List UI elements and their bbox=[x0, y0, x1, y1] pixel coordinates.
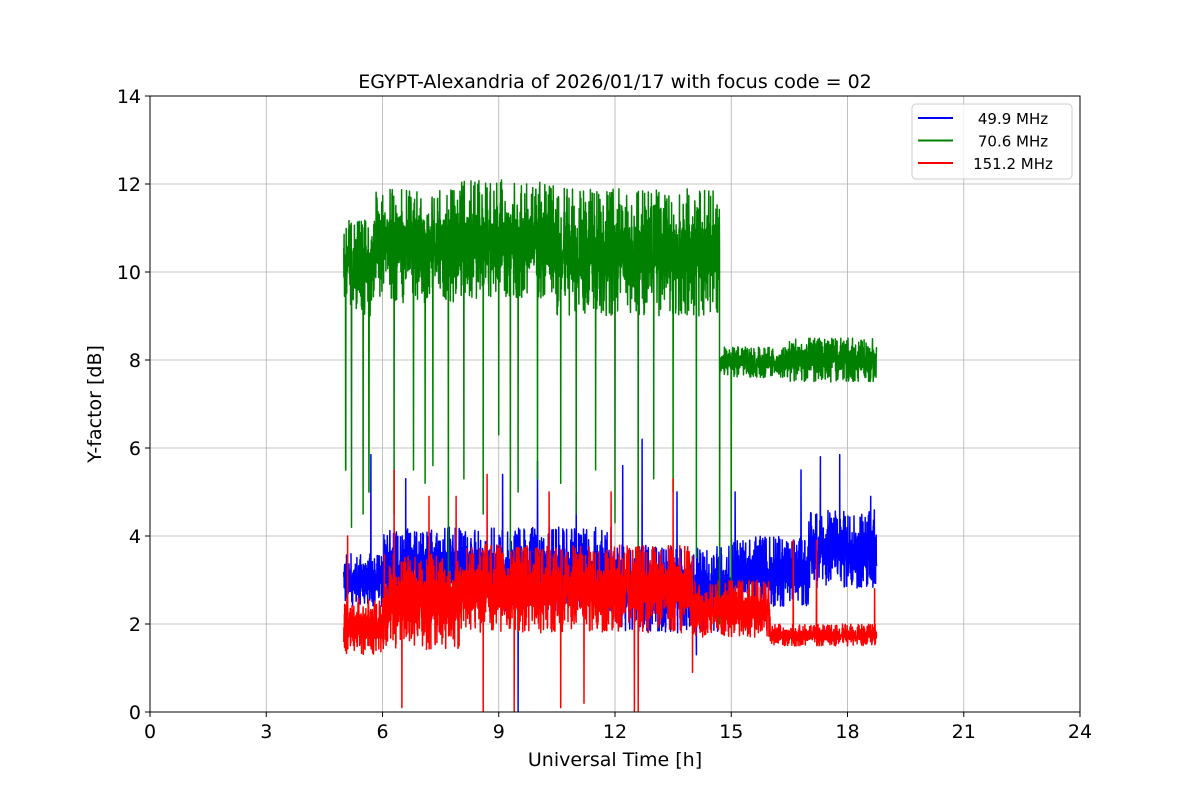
x-tick-label: 15 bbox=[719, 721, 743, 743]
y-tick-label: 14 bbox=[117, 86, 141, 108]
y-tick-label: 12 bbox=[117, 174, 141, 196]
series-line-1 bbox=[343, 179, 878, 691]
x-tick-label: 24 bbox=[1068, 721, 1092, 743]
x-tick-label: 3 bbox=[260, 721, 272, 743]
y-tick-label: 4 bbox=[129, 526, 141, 548]
y-tick-label: 6 bbox=[129, 438, 141, 460]
x-axis-label: Universal Time [h] bbox=[528, 749, 702, 771]
x-tick-label: 21 bbox=[952, 721, 976, 743]
legend-box bbox=[911, 103, 1073, 180]
y-tick-label: 0 bbox=[129, 702, 141, 724]
y-tick-label: 2 bbox=[129, 614, 141, 636]
legend-label: 151.2 MHz bbox=[973, 155, 1053, 173]
series-line-2 bbox=[343, 469, 878, 712]
x-tick-label: 12 bbox=[603, 721, 627, 743]
x-tick-label: 6 bbox=[376, 721, 388, 743]
legend: 49.9 MHz 70.6 MHz 151.2 MHz bbox=[911, 103, 1073, 180]
y-axis-label: Y-factor [dB] bbox=[84, 345, 106, 464]
chart-title: EGYPT-Alexandria of 2026/01/17 with focu… bbox=[358, 71, 872, 93]
x-tick-label: 0 bbox=[144, 721, 156, 743]
y-tick-label: 8 bbox=[129, 350, 141, 372]
y-tick-label: 10 bbox=[117, 262, 141, 284]
series-layer bbox=[343, 179, 878, 712]
legend-label: 49.9 MHz bbox=[978, 110, 1048, 128]
x-tick-label: 18 bbox=[835, 721, 859, 743]
legend-label: 70.6 MHz bbox=[978, 133, 1048, 151]
x-tick-label: 9 bbox=[493, 721, 505, 743]
